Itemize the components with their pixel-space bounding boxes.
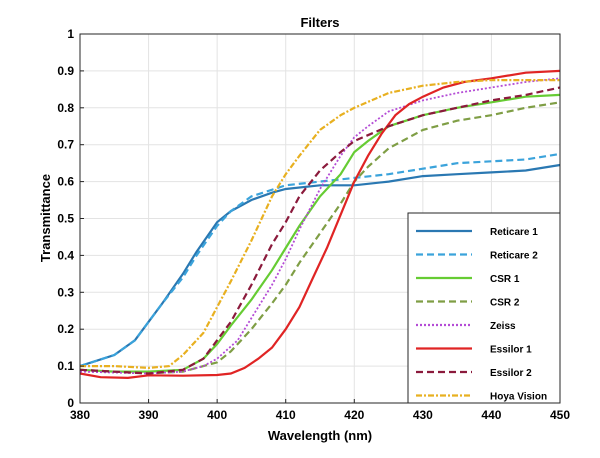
y-tick-label: 0.5 [57, 212, 74, 226]
x-tick-label: 450 [550, 408, 570, 422]
y-tick-label: 0.8 [57, 101, 74, 115]
y-tick-label: 0.7 [57, 138, 74, 152]
y-tick-label: 0.1 [57, 359, 74, 373]
y-tick-label: 0.2 [57, 322, 74, 336]
x-tick-label: 440 [481, 408, 501, 422]
x-axis-label: Wavelength (nm) [268, 428, 372, 443]
ticks: 380 390 400 410 420 430 440 450 0 0.1 0.2 0.3 0.4 0.5… [57, 27, 570, 422]
y-tick-label: 0.6 [57, 175, 74, 189]
legend-label: Zeiss [490, 321, 516, 332]
legend-label: Hoya Vision [490, 392, 547, 403]
y-tick-label: 0 [67, 396, 74, 410]
y-tick-label: 0.4 [57, 248, 74, 262]
x-tick-label: 430 [413, 408, 433, 422]
series-line-csr-2 [79, 101, 561, 375]
y-tick-label: 0.9 [57, 64, 74, 78]
series-line-zeiss [79, 77, 561, 375]
series-line-hoya-vision [80, 78, 560, 370]
legend-label: CSR 1 [490, 274, 520, 285]
legend: Reticare 1 Reticare 2 CSR 1 CSR 2 Zeiss Essil… [407, 212, 561, 404]
x-tick-label: 400 [207, 408, 227, 422]
series-line-reticare-2 [79, 152, 561, 368]
series-line-essilor-1 [79, 69, 561, 380]
legend-box [407, 212, 561, 404]
legend-label: CSR 2 [490, 298, 520, 309]
x-tick-label: 410 [276, 408, 296, 422]
legend-label: Essilor 1 [490, 345, 532, 356]
chart-title: Filters [300, 15, 339, 30]
legend-label: Reticare 1 [490, 227, 538, 238]
y-tick-label: 0.3 [57, 285, 74, 299]
x-tick-label: 390 [139, 408, 159, 422]
x-tick-label: 420 [344, 408, 364, 422]
series-line-essilor-2 [79, 86, 561, 375]
x-tick-label: 380 [70, 408, 90, 422]
legend-label: Reticare 2 [490, 251, 538, 262]
y-axis-label: Transmittance [38, 174, 53, 262]
series-lines [79, 69, 561, 380]
y-tick-label: 1 [67, 27, 74, 41]
legend-label: Essilor 2 [490, 368, 532, 379]
